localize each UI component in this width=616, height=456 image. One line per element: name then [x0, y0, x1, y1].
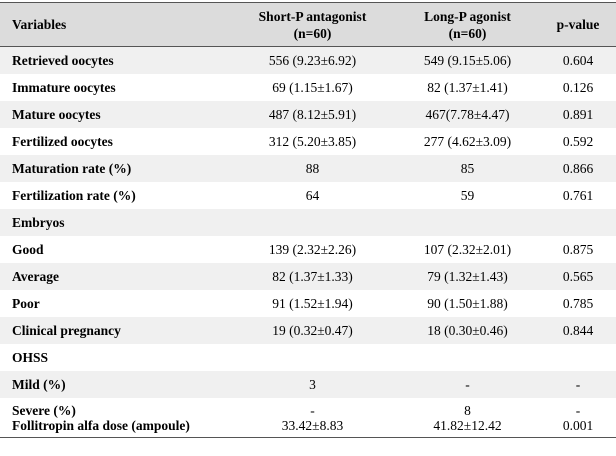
short-p-value: 69 (1.15±1.67) — [272, 79, 353, 95]
long-p-value: 18 (0.30±0.46) — [427, 322, 508, 338]
long-p-value: 82 (1.37±1.41) — [427, 79, 508, 95]
header-short-p-n: (n=60) — [293, 25, 332, 41]
p-value — [540, 209, 616, 236]
p-value: 0.761 — [562, 187, 594, 203]
short-p-value: 312 (5.20±3.85) — [268, 133, 357, 149]
section-row-embryos: Embryos — [0, 208, 616, 236]
table-row: Fertilization rate (%) 64 59 0.761 — [0, 181, 616, 209]
table-row: Good 139 (2.32±2.26) 107 (2.32±2.01) 0.8… — [0, 235, 616, 263]
row-label: Follitropin alfa dose (ampoule) — [0, 417, 230, 438]
p-value — [540, 344, 616, 371]
table-row: Retrieved oocytes 556 (9.23±6.92) 549 (9… — [0, 46, 616, 74]
long-p-value: 79 (1.32±1.43) — [427, 268, 508, 284]
long-p-value: - — [465, 376, 470, 392]
p-value: 0.891 — [562, 106, 594, 122]
section-label: OHSS — [12, 349, 49, 365]
long-p-value: 277 (4.62±3.09) — [423, 133, 512, 149]
table-row: Average 82 (1.37±1.33) 79 (1.32±1.43) 0.… — [0, 262, 616, 290]
short-p-value: - — [310, 402, 315, 418]
short-p-value: 139 (2.32±2.26) — [268, 241, 357, 257]
p-value: 0.592 — [562, 133, 594, 149]
table-row: Follitropin alfa dose (ampoule) 33.42±8.… — [0, 417, 616, 438]
short-p-value: 33.42±8.83 — [230, 417, 395, 438]
header-long-p-n: (n=60) — [448, 25, 487, 41]
short-p-value: 88 — [305, 160, 320, 176]
p-value: 0.785 — [562, 295, 594, 311]
short-p-value: 487 (8.12±5.91) — [268, 106, 357, 122]
section-label: Embryos — [12, 214, 65, 230]
row-label: Fertilization rate (%) — [12, 187, 136, 203]
long-p-value: 41.82±12.42 — [395, 417, 540, 438]
p-value: 0.126 — [562, 79, 594, 95]
p-value: 0.565 — [562, 268, 594, 284]
row-label: Mature oocytes — [12, 106, 101, 122]
short-p-value: 91 (1.52±1.94) — [272, 295, 353, 311]
short-p-value: 64 — [305, 187, 320, 203]
short-p-value: 19 (0.32±0.47) — [272, 322, 353, 338]
p-value: 0.001 — [540, 417, 616, 438]
p-value: - — [575, 402, 581, 418]
header-short-p-title: Short-P antagonist — [258, 8, 367, 24]
table-row: Severe (%) - 8 - — [0, 397, 616, 418]
row-label: Clinical pregnancy — [12, 322, 121, 338]
table-row: Clinical pregnancy 19 (0.32±0.47) 18 (0.… — [0, 316, 616, 344]
p-value: 0.604 — [540, 46, 616, 74]
table-row: Mild (%) 3 - - — [0, 370, 616, 398]
row-label: Average — [12, 268, 59, 284]
p-value: - — [575, 376, 581, 392]
table-row: Maturation rate (%) 88 85 0.866 — [0, 154, 616, 182]
row-label: Fertilized oocytes — [12, 133, 113, 149]
short-p-value: 556 (9.23±6.92) — [230, 46, 395, 74]
long-p-value: 107 (2.32±2.01) — [423, 241, 512, 257]
p-value: 0.866 — [562, 160, 594, 176]
short-p-value: 3 — [309, 376, 316, 392]
long-p-value: 549 (9.15±5.06) — [395, 46, 540, 74]
long-p-value: 59 — [460, 187, 475, 203]
row-label: Severe (%) — [12, 402, 76, 418]
table-row: Mature oocytes 487 (8.12±5.91) 467(7.78±… — [0, 100, 616, 128]
p-value: 0.844 — [562, 322, 594, 338]
table-row: Fertilized oocytes 312 (5.20±3.85) 277 (… — [0, 127, 616, 155]
section-row-ohss: OHSS — [0, 343, 616, 371]
header-row: Variables Short-P antagonist (n=60) Long-… — [0, 2, 616, 47]
row-label: Mild (%) — [12, 376, 66, 392]
long-p-value — [395, 209, 540, 236]
header-short-p: Short-P antagonist (n=60) — [230, 2, 395, 47]
row-label: Maturation rate (%) — [12, 160, 132, 176]
long-p-value: 85 — [460, 160, 475, 176]
header-variables: Variables — [0, 2, 230, 47]
results-table: Variables Short-P antagonist (n=60) Long-… — [0, 2, 616, 438]
row-label: Retrieved oocytes — [0, 46, 230, 74]
p-value: 0.875 — [562, 241, 594, 257]
row-label: Poor — [12, 295, 40, 311]
long-p-value: 90 (1.50±1.88) — [427, 295, 508, 311]
short-p-value: 82 (1.37±1.33) — [272, 268, 353, 284]
header-long-p-title: Long-P agonist — [424, 8, 511, 24]
header-long-p: Long-P agonist (n=60) — [395, 2, 540, 47]
short-p-value — [230, 344, 395, 371]
row-label: Immature oocytes — [12, 79, 116, 95]
table-row: Poor 91 (1.52±1.94) 90 (1.50±1.88) 0.785 — [0, 289, 616, 317]
header-p-value: p-value — [540, 2, 616, 47]
long-p-value — [395, 344, 540, 371]
table-row: Immature oocytes 69 (1.15±1.67) 82 (1.37… — [0, 73, 616, 101]
long-p-value: 467(7.78±4.47) — [425, 106, 510, 122]
long-p-value: 8 — [464, 402, 471, 418]
row-label: Good — [12, 241, 44, 257]
short-p-value — [230, 209, 395, 236]
